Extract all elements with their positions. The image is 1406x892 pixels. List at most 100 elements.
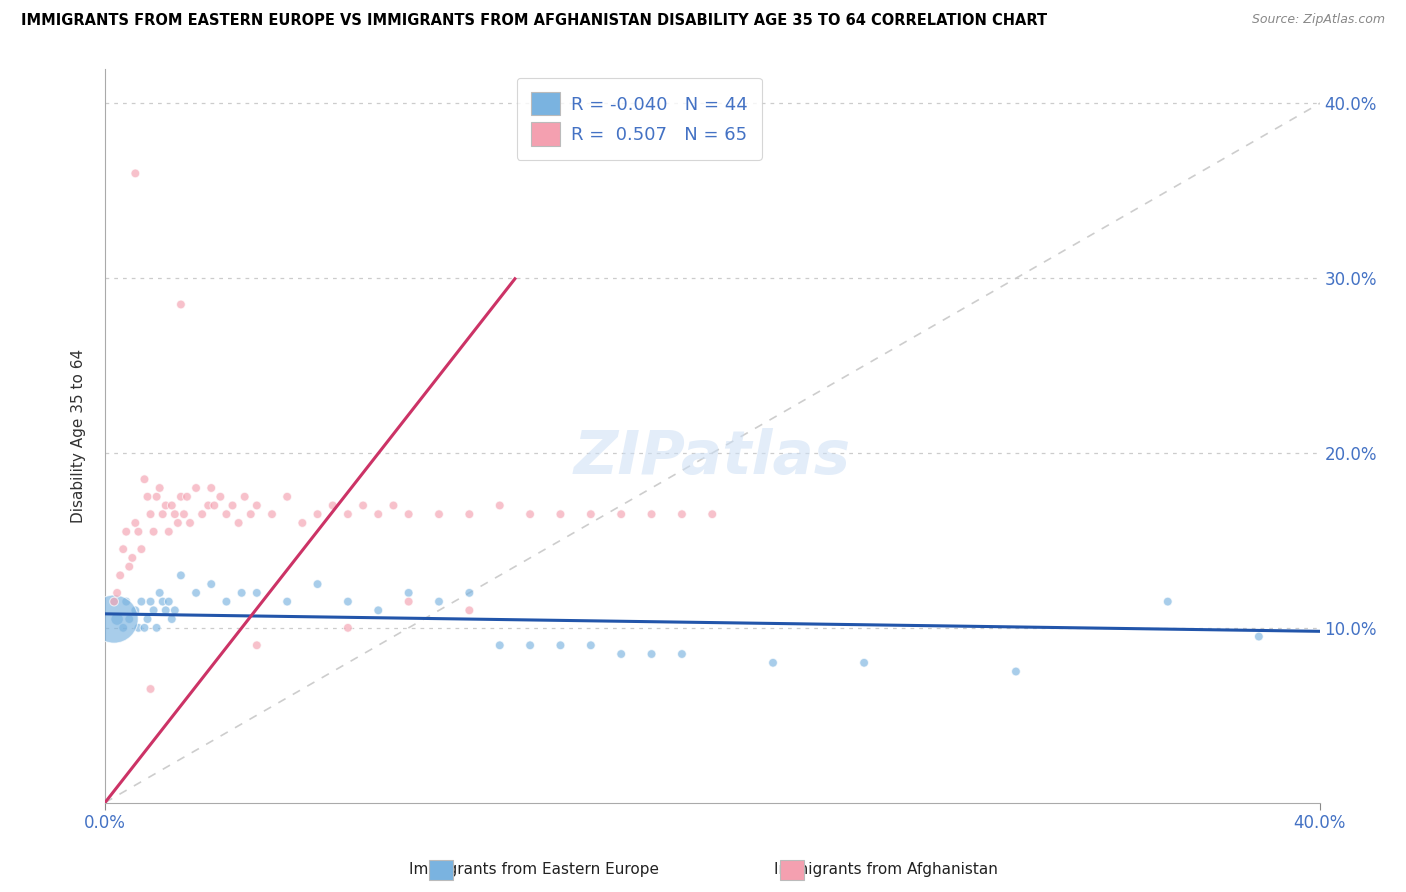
Point	[163, 603, 186, 617]
Point	[458, 603, 481, 617]
Point	[118, 559, 141, 574]
Point	[307, 577, 329, 591]
Point	[239, 507, 262, 521]
Text: IMMIGRANTS FROM EASTERN EUROPE VS IMMIGRANTS FROM AFGHANISTAN DISABILITY AGE 35 : IMMIGRANTS FROM EASTERN EUROPE VS IMMIGR…	[21, 13, 1047, 29]
Point	[610, 647, 633, 661]
Point	[246, 499, 269, 513]
Point	[221, 499, 243, 513]
Point	[550, 507, 572, 521]
Point	[209, 490, 232, 504]
Point	[1157, 594, 1180, 608]
Point	[246, 586, 269, 600]
Point	[124, 516, 146, 530]
Point	[157, 594, 180, 608]
Point	[276, 594, 298, 608]
Point	[163, 507, 186, 521]
Point	[853, 656, 876, 670]
Text: ZIPatlas: ZIPatlas	[574, 428, 851, 487]
Point	[155, 499, 177, 513]
Point	[1247, 630, 1270, 644]
Point	[519, 638, 541, 652]
Point	[139, 594, 162, 608]
Point	[149, 481, 172, 495]
Point	[336, 507, 359, 521]
Point	[458, 507, 481, 521]
Point	[336, 621, 359, 635]
Point	[139, 681, 162, 696]
Point	[139, 507, 162, 521]
Legend: R = -0.040   N = 44, R =  0.507   N = 65: R = -0.040 N = 44, R = 0.507 N = 65	[517, 78, 762, 160]
Text: Source: ZipAtlas.com: Source: ZipAtlas.com	[1251, 13, 1385, 27]
Point	[121, 550, 143, 565]
Point	[202, 499, 225, 513]
Point	[170, 297, 193, 311]
Point	[127, 524, 149, 539]
Point	[488, 499, 510, 513]
Point	[367, 507, 389, 521]
Point	[398, 594, 420, 608]
Point	[550, 638, 572, 652]
Point	[184, 586, 207, 600]
Point	[671, 507, 693, 521]
Point	[579, 507, 602, 521]
Point	[149, 586, 172, 600]
Point	[176, 490, 198, 504]
Point	[200, 577, 222, 591]
Point	[124, 166, 146, 180]
Point	[762, 656, 785, 670]
Point	[103, 612, 125, 626]
Point	[142, 603, 165, 617]
Point	[157, 524, 180, 539]
Point	[191, 507, 214, 521]
Point	[702, 507, 724, 521]
Point	[179, 516, 201, 530]
Point	[228, 516, 250, 530]
Point	[398, 586, 420, 600]
Point	[671, 647, 693, 661]
Point	[112, 621, 135, 635]
Point	[640, 647, 662, 661]
Point	[160, 499, 183, 513]
Text: Immigrants from Afghanistan: Immigrants from Afghanistan	[773, 863, 998, 877]
Point	[215, 507, 238, 521]
Point	[105, 586, 128, 600]
Point	[152, 507, 174, 521]
Point	[260, 507, 283, 521]
Point	[131, 542, 153, 557]
Point	[427, 594, 450, 608]
Point	[131, 594, 153, 608]
Point	[115, 594, 138, 608]
Point	[231, 586, 253, 600]
Point	[307, 507, 329, 521]
Point	[398, 507, 420, 521]
Point	[352, 499, 374, 513]
Point	[640, 507, 662, 521]
Point	[142, 524, 165, 539]
Point	[103, 594, 125, 608]
Point	[519, 507, 541, 521]
Point	[108, 568, 131, 582]
Point	[136, 612, 159, 626]
Point	[173, 507, 195, 521]
Point	[134, 621, 156, 635]
Point	[382, 499, 405, 513]
Point	[200, 481, 222, 495]
Point	[160, 612, 183, 626]
Point	[127, 621, 149, 635]
Y-axis label: Disability Age 35 to 64: Disability Age 35 to 64	[72, 349, 86, 523]
Point	[458, 586, 481, 600]
Point	[367, 603, 389, 617]
Point	[1005, 665, 1028, 679]
Point	[170, 568, 193, 582]
Point	[115, 524, 138, 539]
Point	[427, 507, 450, 521]
Point	[610, 507, 633, 521]
Point	[197, 499, 219, 513]
Point	[488, 638, 510, 652]
Point	[170, 490, 193, 504]
Point	[322, 499, 344, 513]
Point	[233, 490, 256, 504]
Point	[276, 490, 298, 504]
Point	[215, 594, 238, 608]
Point	[145, 490, 167, 504]
